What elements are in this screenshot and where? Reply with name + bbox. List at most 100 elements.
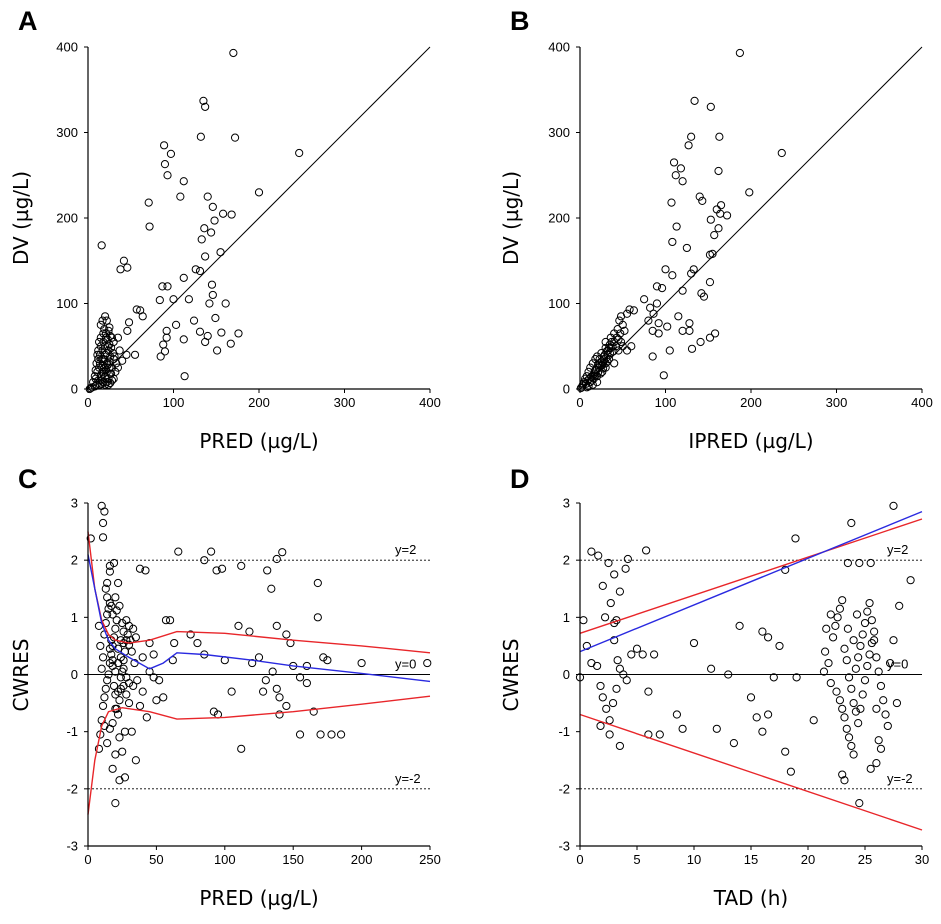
data-point [593,368,603,377]
data-point [104,670,113,679]
data-point [596,721,605,731]
data-point [605,730,614,739]
data-point [689,638,699,648]
data-point [211,313,220,323]
x-tick-label: 150 [282,852,304,867]
data-point [108,718,117,728]
data-point [579,616,588,625]
data-point [844,673,854,682]
data-point [892,698,902,708]
data-point [109,681,119,691]
panel-d: Dy=2 y=0 y=-2 0 5 10 15 20 25 30 -3 -2 -1 0 1 2 3 TAD (h)… [499,464,929,910]
data-point [826,678,835,688]
data-point [191,265,200,274]
data-point [865,598,874,608]
data-point [657,284,667,293]
data-point [97,241,106,250]
data-point [654,329,663,338]
data-point [278,548,287,557]
y-tick-label: 300 [56,125,78,140]
data-point [98,316,107,325]
data-point [615,741,625,751]
data-point [109,558,119,568]
data-point [111,593,120,602]
data-point [229,48,238,58]
data-point [828,633,838,642]
y-tick-label: -1 [558,724,570,739]
data-point [745,188,754,197]
data-point [872,653,881,662]
data-point [254,188,264,197]
data-point [103,739,112,748]
upper-band-line [87,531,431,654]
data-point [685,326,694,335]
data-point [874,667,883,676]
data-point [879,696,888,705]
data-point [108,764,117,773]
reference-line-label: y=2 [887,542,908,557]
data-point [101,333,111,342]
data-point [174,547,183,556]
data-point [674,312,683,321]
data-point [885,658,895,668]
data-point [102,316,111,325]
data-point [695,192,704,201]
data-point [669,158,679,167]
data-point [584,382,593,391]
data-point [115,601,124,611]
data-point [142,713,151,722]
data-point [607,337,616,347]
data-point [832,687,841,696]
data-point [598,693,607,702]
data-point [603,357,612,366]
data-point [608,698,618,708]
data-point [171,320,181,329]
data-point [650,650,659,659]
data-point [642,546,651,555]
data-point [263,566,272,575]
data-point [672,222,681,231]
data-point [652,299,662,308]
data-point [604,354,614,364]
data-point [705,333,715,342]
data-point [687,344,697,353]
data-point [323,656,332,665]
x-axis-label: PRED (µg/L) [199,886,318,910]
data-point [576,384,585,393]
data-point [144,198,153,207]
data-point [189,316,199,325]
data-point [132,305,141,314]
data-point [665,346,674,355]
data-point [648,352,657,361]
data-point [705,250,715,259]
data-point [201,337,210,347]
data-point [715,132,724,141]
data-point [606,598,615,608]
data-point [357,658,366,668]
y-tick-label: 0 [71,382,78,397]
panel-letter: C [18,464,38,494]
x-tick-label: 250 [419,852,441,867]
y-tick-label: 100 [548,296,570,311]
upper-band-line [579,518,923,634]
data-point [847,518,856,528]
data-point [98,346,107,355]
data-point [116,265,125,274]
data-point [582,383,591,392]
data-point [104,604,113,613]
data-point [614,346,623,355]
y-tick-label: 1 [71,610,78,625]
data-point [336,730,346,739]
data-point [205,299,214,308]
data-point [109,633,119,642]
data-point [707,664,716,673]
data-point [819,667,829,676]
data-point [758,727,767,736]
data-point [684,141,693,150]
x-tick-label: 10 [687,852,701,867]
data-point [162,333,171,342]
data-point [203,192,212,201]
data-point [234,621,243,631]
data-point [97,664,106,673]
data-point [821,647,830,656]
